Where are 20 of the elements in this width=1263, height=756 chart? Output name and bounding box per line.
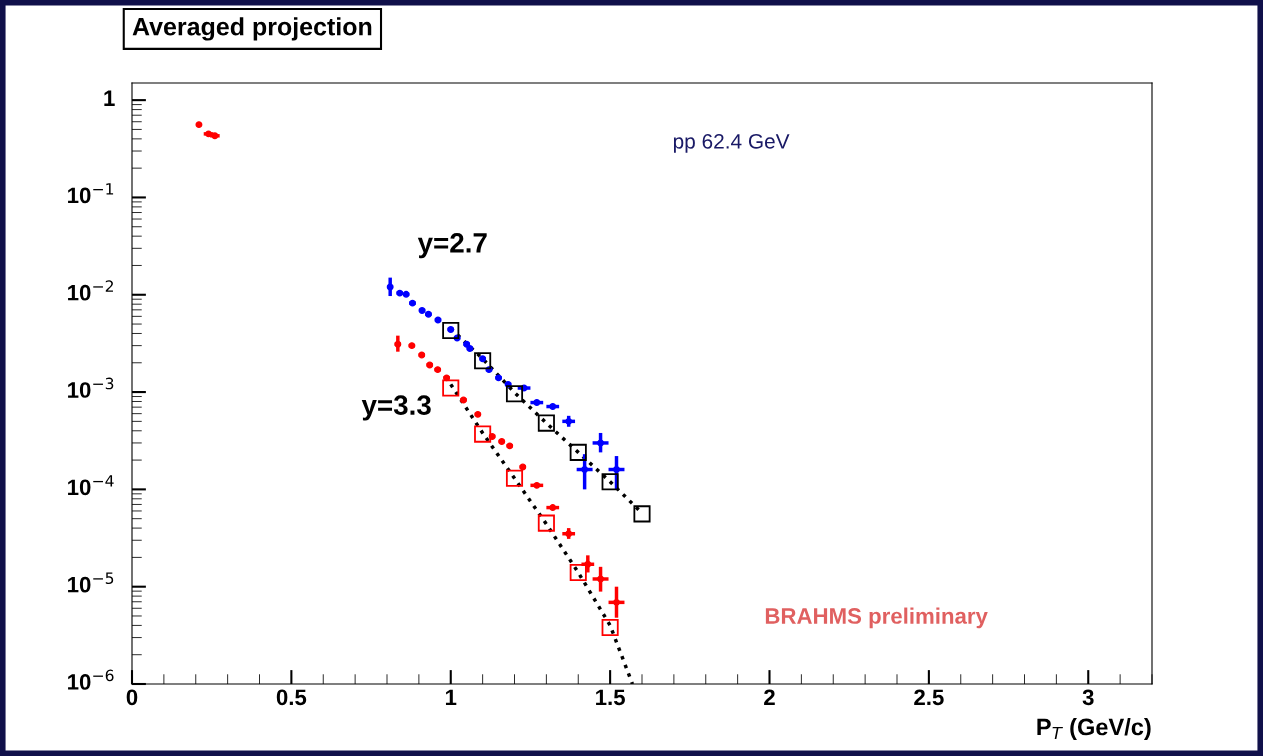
annotation: y=3.3 [361,395,431,421]
x-axis-title: P$_{T}$ (GeV/c) [1037,717,1151,740]
y-tick-label: 10$^{−1}$ [68,183,114,204]
x-tick-label: 3 [1082,689,1094,706]
y-tick-label: 10$^{−5}$ [68,572,114,593]
y-tick-label: 10$^{−4}$ [68,475,114,496]
x-tick-label: 1.5 [596,689,625,706]
x-tick-label: 0 [126,689,138,706]
y-tick-label: 10$^{−6}$ [68,669,114,690]
x-tick-label: 1 [445,689,457,705]
chart-title: Averaged projection [132,17,372,41]
y-tick-label: 10$^{−2}$ [68,280,113,301]
x-tick-label: 2.5 [914,689,944,706]
y-tick-label: 10$^{−3}$ [68,377,114,398]
annotation: y=2.7 [417,233,487,259]
x-tick-label: 2 [764,689,775,705]
x-tick-label: 0.5 [276,689,307,706]
annotation: pp 62.4 GeV [673,133,790,153]
annotation: BRAHMS preliminary [765,607,988,629]
y-tick-label: 1 [104,90,115,106]
